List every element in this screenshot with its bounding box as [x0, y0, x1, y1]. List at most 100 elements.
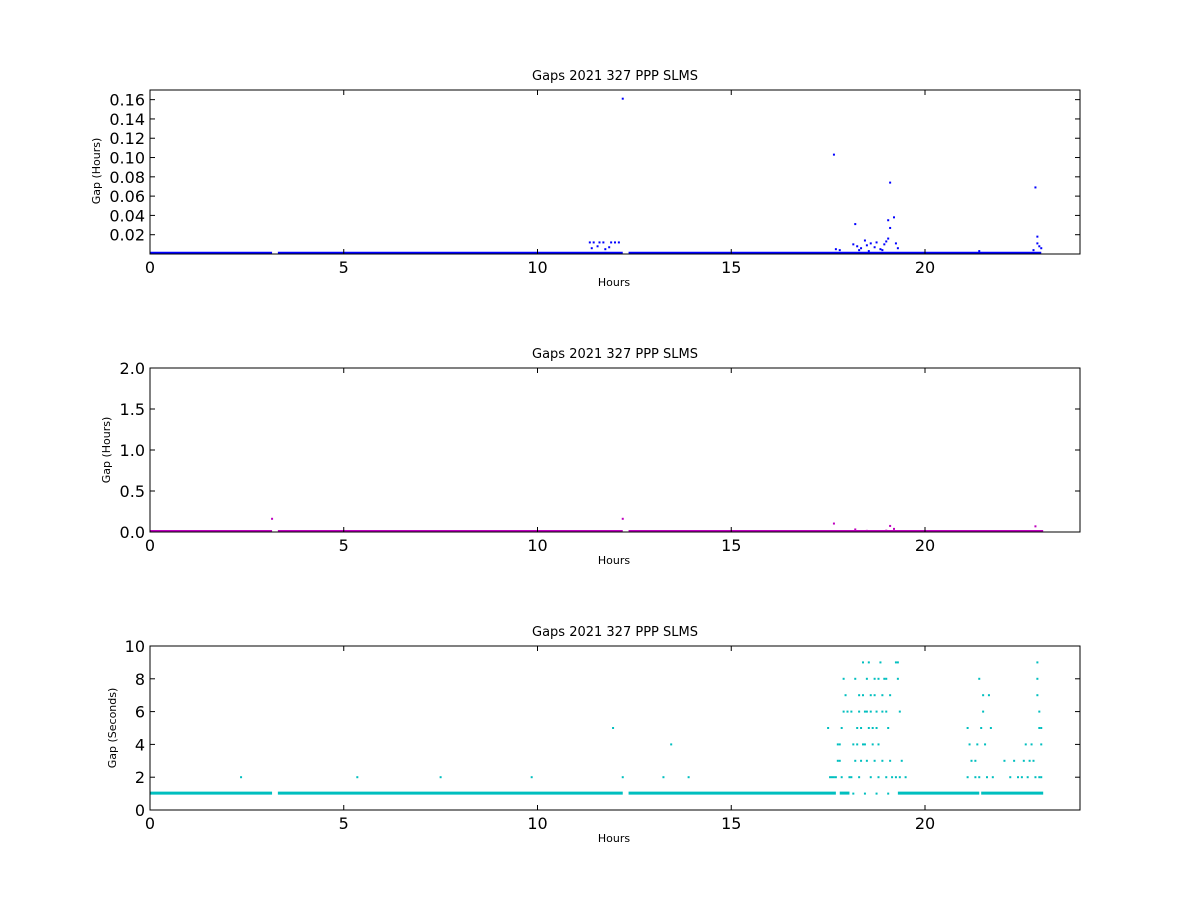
y-tick-label: 0.12	[109, 129, 145, 148]
y-tick-label: 2.0	[120, 359, 145, 378]
data-point	[879, 661, 882, 664]
y-tick-label: 0.02	[109, 226, 145, 245]
data-point	[860, 247, 863, 250]
data-point	[894, 776, 897, 779]
data-point	[869, 710, 872, 713]
data-point	[1003, 759, 1006, 762]
data-point	[865, 529, 868, 532]
subplot-3-xlabel: Hours	[598, 832, 630, 845]
data-point	[862, 694, 864, 697]
data-point	[834, 776, 837, 779]
data-point	[1034, 776, 1037, 779]
data-point	[976, 743, 979, 746]
data-point	[989, 727, 992, 729]
data-point	[982, 710, 985, 713]
data-point	[1032, 249, 1035, 252]
x-tick-label: 20	[915, 258, 935, 277]
data-point	[966, 776, 969, 779]
data-point	[856, 727, 859, 729]
data-point	[896, 661, 899, 664]
data-point	[867, 727, 870, 729]
data-point	[982, 694, 985, 697]
data-point	[614, 241, 616, 244]
data-point	[898, 776, 901, 779]
x-tick-label: 0	[145, 258, 155, 277]
subplot-3-ylabel: Gap (Seconds)	[106, 688, 119, 769]
subplot-3-title: Gaps 2021 327 PPP SLMS	[532, 625, 698, 640]
data-point	[889, 759, 892, 762]
data-point	[970, 759, 973, 762]
data-point	[881, 530, 884, 532]
data-point	[1030, 743, 1033, 746]
data-point	[984, 743, 987, 746]
data-point	[896, 677, 899, 680]
data-point	[1024, 743, 1027, 746]
data-point	[590, 247, 593, 250]
y-tick-label: 0.0	[120, 523, 145, 542]
data-point	[974, 776, 977, 779]
data-point	[887, 219, 890, 222]
data-point	[887, 727, 890, 729]
data-point	[885, 776, 888, 779]
data-point	[894, 242, 897, 245]
data-point	[842, 677, 845, 680]
data-point	[858, 776, 861, 779]
data-point	[596, 245, 599, 248]
data-point	[848, 776, 851, 779]
data-point	[1013, 759, 1016, 762]
data-point	[978, 776, 981, 779]
data-point	[871, 727, 874, 729]
data-point	[904, 776, 907, 779]
data-point	[687, 776, 690, 779]
data-point	[1036, 694, 1039, 697]
subplot-1-frame	[149, 89, 1081, 255]
data-point	[894, 661, 897, 664]
data-point	[869, 694, 872, 697]
data-point	[836, 759, 839, 762]
data-point	[854, 223, 857, 226]
data-point	[891, 776, 894, 779]
data-point	[588, 241, 591, 244]
subplot-1-xlabel: Hours	[598, 276, 630, 289]
x-tick-label: 15	[721, 258, 741, 277]
data-point	[856, 245, 859, 248]
subplot-2-axes: 0 5 10 15 20 0.0 0.5 1.0 1.5 2.0	[120, 359, 1080, 555]
subplot-3: Gaps 2021 327 PPP SLMS 0 5 10 15 20 0 2 4 6 8 10 H…	[106, 625, 1081, 845]
data-point	[854, 677, 857, 680]
data-point	[838, 743, 841, 746]
data-point	[889, 524, 892, 527]
data-point	[610, 241, 613, 244]
subplot-2: Gaps 2021 327 PPP SLMS 0 5 10 15 20 0.0 0.5 1.0…	[100, 347, 1081, 567]
y-tick-label: 0.16	[109, 91, 145, 110]
data-point	[356, 776, 359, 779]
data-point	[1017, 776, 1019, 779]
data-point	[889, 181, 892, 184]
x-tick-label: 5	[339, 536, 349, 555]
data-point	[867, 661, 870, 664]
data-point	[875, 727, 878, 729]
data-point	[592, 241, 595, 244]
x-tick-label: 15	[721, 536, 741, 555]
data-point	[1034, 186, 1037, 189]
data-point	[881, 249, 884, 252]
subplot-2-marks	[150, 517, 1044, 532]
data-point	[877, 776, 880, 779]
data-point	[889, 226, 892, 229]
data-point	[1036, 661, 1039, 664]
data-point	[889, 694, 892, 697]
subplot-1-axes: 0 5 10 15 20 0.020.040.060.080.100.120.140.16	[109, 90, 1080, 277]
data-point	[271, 517, 274, 520]
data-point	[852, 792, 855, 795]
data-point	[863, 743, 866, 746]
y-tick-label: 0.14	[109, 110, 145, 129]
data-point	[832, 776, 835, 779]
data-point	[974, 759, 977, 762]
data-point	[881, 759, 884, 762]
data-point	[850, 710, 853, 713]
data-point	[881, 694, 884, 697]
data-point	[869, 242, 872, 245]
data-point	[877, 743, 880, 746]
data-point	[869, 776, 872, 779]
data-point	[873, 246, 876, 249]
